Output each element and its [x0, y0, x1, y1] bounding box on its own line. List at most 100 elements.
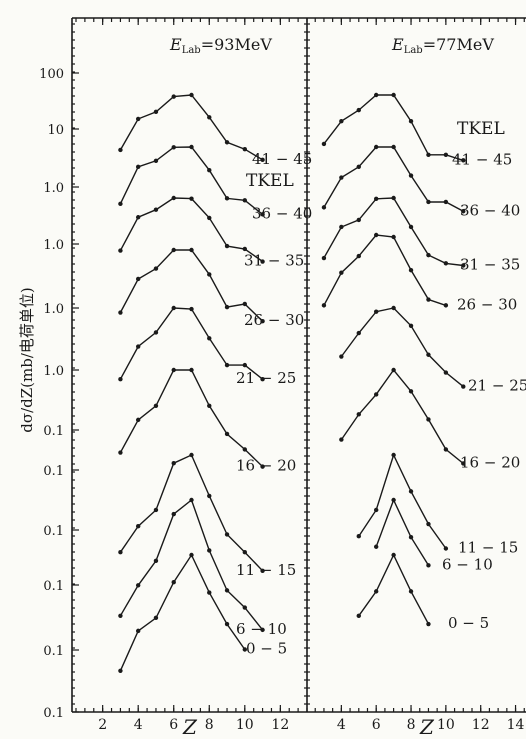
data-point [426, 152, 431, 158]
data-point [207, 215, 212, 221]
data-point [189, 452, 194, 458]
data-point [207, 272, 212, 277]
y-tick-label: 100 [39, 67, 64, 82]
data-point [242, 605, 248, 610]
data-point [153, 558, 159, 564]
data-point [321, 141, 327, 147]
data-point [224, 621, 230, 627]
data-point [356, 253, 361, 259]
series-26-30: 26 − 30 [118, 247, 304, 329]
data-point [171, 580, 176, 585]
series-label: 21 − 25 [236, 369, 296, 387]
y-tick-label: 0.1 [43, 644, 64, 659]
data-point [373, 309, 379, 314]
y-tick-label: 1.0 [43, 302, 64, 317]
data-point [207, 168, 212, 173]
data-point [321, 255, 327, 261]
x-tick-label: 8 [205, 717, 214, 733]
series-21-25: 21 − 25 [339, 305, 526, 395]
data-point [391, 367, 396, 373]
x-tick-label: 6 [169, 717, 178, 733]
data-point [242, 447, 248, 452]
series-line [340, 368, 464, 465]
series-label: 16 − 20 [460, 454, 520, 472]
data-point [171, 461, 176, 466]
data-point [426, 621, 431, 627]
data-point [224, 196, 230, 201]
series-line [119, 146, 264, 215]
x-tick-label: 10 [437, 717, 455, 733]
data-point [153, 403, 159, 409]
data-point [242, 246, 248, 252]
data-point [321, 303, 327, 308]
series-line [119, 553, 246, 672]
data-point [373, 507, 379, 513]
data-point [207, 493, 212, 499]
data-point [373, 92, 379, 98]
data-point [224, 304, 230, 310]
series-11-15: 11 − 15 [118, 452, 296, 579]
data-point [135, 116, 141, 122]
series-label: 6 − 10 [236, 620, 287, 638]
panel-title-93mev: ELab=93MeV [169, 35, 272, 56]
series-label: 11 − 15 [458, 539, 518, 557]
data-point [339, 224, 344, 230]
series-line [358, 553, 430, 625]
data-point [118, 147, 123, 153]
data-point [408, 119, 414, 124]
series-label: 6 − 10 [442, 555, 493, 573]
panel-title-77mev: ELab=77MeV [391, 35, 494, 56]
data-point [135, 417, 141, 423]
data-point [356, 164, 361, 169]
data-point [339, 119, 344, 124]
data-point [391, 305, 396, 311]
data-point [171, 94, 176, 99]
series-41-45: 41 − 45 [321, 92, 512, 168]
data-point [224, 532, 230, 537]
data-point [391, 195, 396, 201]
data-point [153, 266, 159, 271]
data-point [408, 535, 414, 540]
y-tick-label: 1.0 [43, 181, 64, 196]
series-line [340, 307, 464, 388]
data-point [260, 259, 265, 264]
data-point [118, 248, 123, 253]
y-tick-label: 1.0 [43, 238, 64, 253]
data-point [118, 613, 123, 619]
series-6-10: 6 − 10 [118, 497, 287, 638]
data-point [443, 447, 449, 452]
data-point [224, 588, 230, 593]
series-label: 31 − 35 [244, 252, 304, 270]
data-point [207, 115, 212, 120]
data-point [356, 217, 361, 223]
series-31-35: 31 − 35 [321, 195, 520, 273]
x-axis-label-left: Z [182, 715, 198, 739]
data-point [356, 613, 361, 619]
data-point [408, 489, 414, 494]
x-tick-label: 4 [134, 717, 143, 733]
data-point [118, 310, 123, 315]
series-0-5: 0 − 5 [356, 552, 489, 632]
data-point [408, 389, 414, 394]
data-point [373, 196, 379, 202]
y-tick-label: 0.1 [43, 464, 64, 479]
data-point [461, 461, 466, 466]
data-point [207, 548, 212, 553]
data-point [242, 647, 248, 652]
x-tick-label: 10 [236, 717, 254, 733]
series-line [323, 234, 447, 307]
x-tick-label: 6 [372, 717, 381, 733]
data-point [189, 497, 194, 503]
data-point [118, 550, 123, 555]
data-point [373, 392, 379, 397]
data-point [426, 563, 431, 568]
data-point [443, 152, 449, 158]
series-0-5: 0 − 5 [118, 552, 287, 674]
data-point [224, 431, 230, 437]
data-point [461, 209, 466, 214]
series-line [358, 453, 447, 549]
data-point [171, 145, 176, 150]
data-point [339, 437, 344, 442]
data-point [242, 362, 248, 368]
title-sub: Lab [182, 45, 201, 56]
